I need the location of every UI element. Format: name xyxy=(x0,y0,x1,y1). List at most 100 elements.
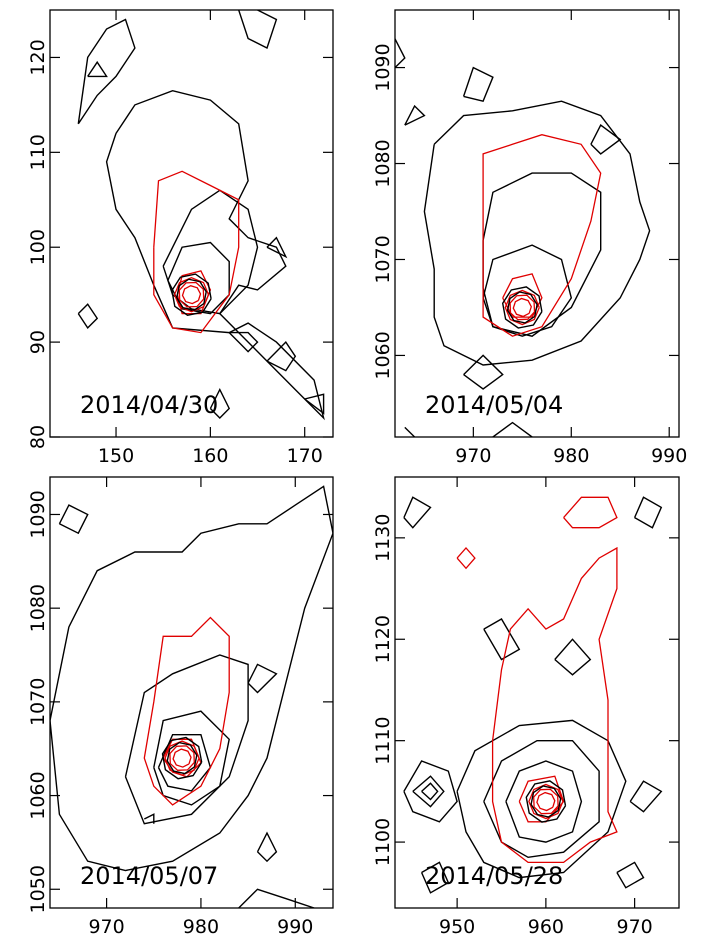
y-tick-label: 1070 xyxy=(27,678,49,726)
black-contour-13 xyxy=(420,861,450,894)
black-contour-7 xyxy=(238,888,315,908)
y-tick-label: 100 xyxy=(27,229,49,265)
red-core-ring-3 xyxy=(181,284,202,305)
y-tick-label: 1110 xyxy=(372,716,394,764)
black-contour-4 xyxy=(77,18,136,125)
black-contour-4 xyxy=(483,618,521,661)
red-core-ring-2 xyxy=(509,294,536,321)
red-contour-2 xyxy=(176,270,212,315)
black-contour-6 xyxy=(238,10,278,49)
black-contour-5 xyxy=(58,504,89,535)
black-contour-1 xyxy=(105,89,325,421)
y-tick-label: 120 xyxy=(27,39,49,75)
x-tick-label: 950 xyxy=(439,916,475,938)
black-contour-1 xyxy=(456,719,627,879)
x-tick-label: 170 xyxy=(287,445,323,467)
black-contour-9 xyxy=(633,496,663,529)
red-contour-1 xyxy=(153,170,240,334)
black-contour-7 xyxy=(228,331,259,353)
black-contour-2 xyxy=(124,654,249,825)
black-contour-10 xyxy=(629,780,663,813)
y-tick-label: 1090 xyxy=(27,490,49,538)
black-contour-9 xyxy=(404,426,416,437)
black-contour-9 xyxy=(256,831,278,863)
black-contour-8 xyxy=(421,782,439,801)
red-contour-4 xyxy=(518,775,565,823)
black-core-ring-1 xyxy=(501,286,543,329)
black-contour-6 xyxy=(403,760,458,823)
black-contour-7 xyxy=(412,775,445,808)
panel-4: 950 960 970 1100 1110 1120 1130 2014/05/28 xyxy=(372,476,680,938)
black-core-ring-1 xyxy=(171,273,212,316)
black-contour-4 xyxy=(462,66,494,103)
x-tick-label: 970 xyxy=(455,445,491,467)
y-tick-label: 1060 xyxy=(372,331,394,379)
black-core-ring-1 xyxy=(525,780,567,823)
contour-area xyxy=(403,496,663,894)
black-contour-5 xyxy=(87,60,108,78)
black-contour-7 xyxy=(463,354,504,390)
red-contour-1 xyxy=(482,134,602,337)
red-contour-1 xyxy=(143,616,230,806)
x-tick-label: 990 xyxy=(651,445,687,467)
y-tick-label: 90 xyxy=(27,330,49,354)
black-contour-8 xyxy=(143,813,155,824)
red-core-ring-2 xyxy=(533,788,559,815)
black-contour-3 xyxy=(153,710,230,806)
plot-frame xyxy=(394,476,680,909)
y-tick-label: 1050 xyxy=(27,865,49,913)
y-tick-label: 1080 xyxy=(27,584,49,632)
black-contour-8 xyxy=(395,38,406,69)
x-tick-label: 970 xyxy=(616,916,652,938)
y-tick-label: 1100 xyxy=(372,818,394,866)
panel-2: 970 980 990 1060 1070 1080 1090 2014/05/04 xyxy=(372,9,687,467)
red-contour-1 xyxy=(491,546,618,864)
contour-area xyxy=(50,485,333,908)
black-contour-5 xyxy=(554,638,592,676)
red-core-ring-3 xyxy=(536,791,556,812)
black-contour-9 xyxy=(304,393,325,415)
panel-3: 970 980 990 1050 1060 1070 1080 1090 2014/05/07 xyxy=(27,476,334,938)
black-contour-10 xyxy=(266,236,288,259)
black-contour-2 xyxy=(482,172,602,337)
plot-frame xyxy=(49,476,334,909)
black-contour-5 xyxy=(590,124,622,155)
black-contour-3 xyxy=(505,760,583,843)
y-tick-label: 1080 xyxy=(372,139,394,187)
y-tick-label: 1090 xyxy=(372,43,394,91)
black-contour-6 xyxy=(404,104,426,126)
date-label: 2014/05/07 xyxy=(80,862,218,890)
black-contour-6 xyxy=(247,663,278,694)
x-tick-label: 990 xyxy=(277,916,313,938)
y-tick-label: 80 xyxy=(27,425,49,449)
contour-area xyxy=(395,38,651,437)
plot-frame xyxy=(49,9,334,438)
y-tick-label: 1130 xyxy=(372,514,394,562)
red-core-ring-2 xyxy=(169,745,195,771)
x-tick-label: 960 xyxy=(528,916,564,938)
black-contour-12 xyxy=(209,388,231,419)
red-contour-3 xyxy=(456,547,476,570)
red-core-ring-3 xyxy=(512,297,533,318)
black-contour-8 xyxy=(266,340,297,372)
black-contour-1 xyxy=(50,485,333,872)
red-contour-2 xyxy=(563,496,618,529)
panel-1: 150 160 170 80 90 100 110 120 2014/04/30 xyxy=(27,9,334,467)
black-contour-1 xyxy=(423,100,651,366)
black-contour-11 xyxy=(77,303,99,330)
date-label: 2014/05/28 xyxy=(425,862,563,890)
black-contour-12 xyxy=(403,496,432,529)
red-core-ring-2 xyxy=(178,281,205,308)
red-core-ring-3 xyxy=(172,748,192,768)
black-core-ring-2 xyxy=(506,291,538,324)
x-tick-label: 160 xyxy=(192,445,228,467)
x-tick-label: 980 xyxy=(183,916,219,938)
x-tick-label: 150 xyxy=(98,445,134,467)
black-core-ring-1 xyxy=(161,736,203,780)
date-label: 2014/04/30 xyxy=(80,391,218,419)
y-tick-label: 1060 xyxy=(27,771,49,819)
black-contour-11 xyxy=(616,861,645,889)
black-contour-2 xyxy=(483,740,600,859)
black-core-ring-2 xyxy=(176,278,207,311)
